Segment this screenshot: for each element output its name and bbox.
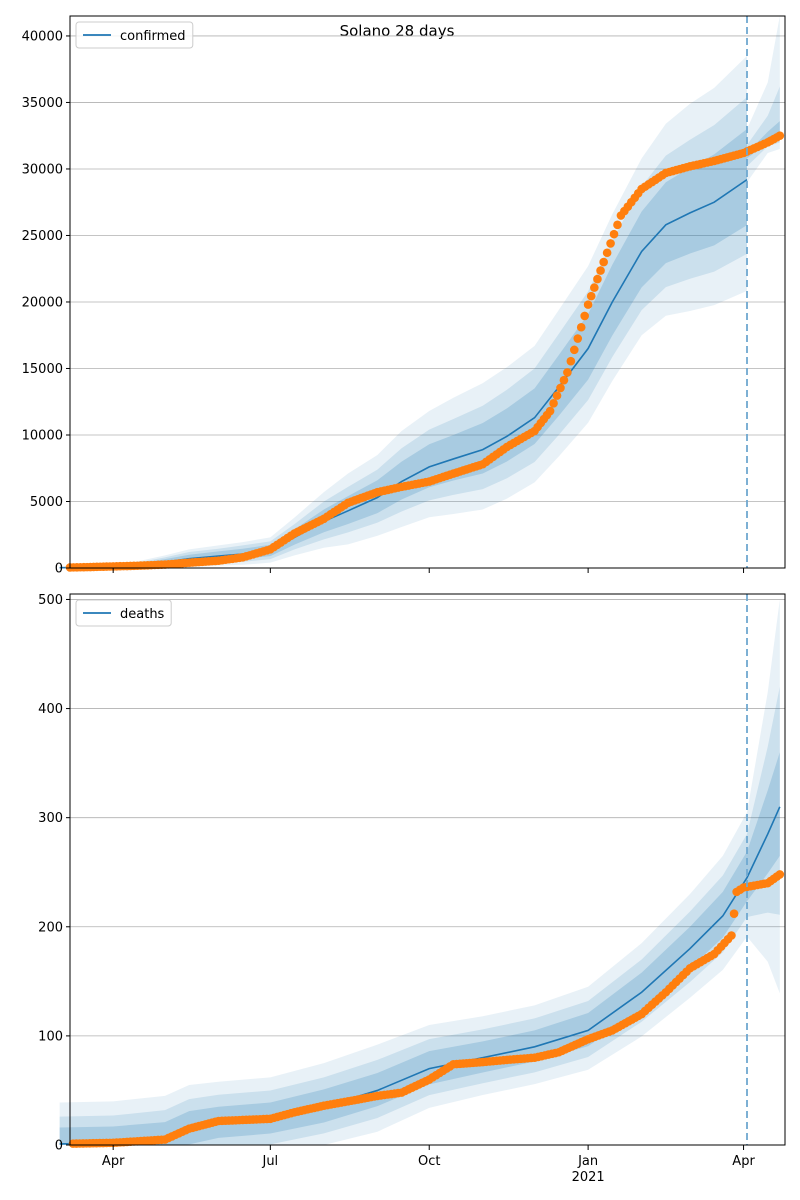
data-point [586, 291, 596, 301]
data-point [599, 257, 608, 267]
data-point [556, 383, 565, 393]
data-point [727, 931, 736, 940]
data-point [593, 274, 602, 284]
data-point [549, 399, 558, 408]
y-tick-label: 300 [38, 811, 63, 826]
y-tick-label: 15000 [22, 362, 63, 377]
uncertainty-band [59, 55, 748, 568]
data-point [559, 375, 569, 385]
y-tick-label: 35000 [22, 96, 63, 111]
y-tick-label: 5000 [30, 495, 63, 510]
x-tick-label: Apr [102, 1154, 125, 1169]
data-point [602, 248, 612, 258]
data-point [563, 368, 572, 377]
y-tick-label: 25000 [22, 229, 63, 244]
uncertainty-band [59, 97, 748, 568]
data-point [566, 356, 576, 366]
legend-box [75, 599, 172, 627]
data-point [775, 870, 785, 879]
uncertainty-band [59, 686, 780, 1145]
data-point [613, 220, 622, 230]
data-point [573, 334, 583, 343]
y-tick-label: 500 [38, 593, 63, 608]
legend: confirmed [75, 21, 194, 49]
data-point [596, 266, 605, 275]
y-tick-label: 0 [55, 1139, 63, 1154]
uncertainty-band [59, 599, 780, 1145]
confirmed-panel: 0 5000 10000 15000 20000 25000 30000 35000 40000… [22, 15, 786, 577]
y-tick-label: 400 [38, 702, 63, 717]
axes-frame [69, 15, 786, 569]
data-point [729, 909, 739, 918]
y-tick-label: 30000 [22, 162, 63, 177]
uncertainty-band [59, 752, 780, 1145]
y-tick-label: 10000 [22, 428, 63, 443]
data-point [606, 239, 615, 248]
legend-box [75, 21, 194, 49]
legend: deaths [75, 599, 172, 627]
data-point [545, 406, 555, 416]
x-tick-label: Oct [418, 1154, 440, 1169]
data-point [590, 283, 599, 292]
chart-title: Solano 28 days [340, 22, 455, 40]
data-point [569, 345, 579, 355]
y-tick-label: 0 [55, 562, 63, 577]
y-tick-label: 100 [38, 1029, 63, 1044]
x-tick-label: Apr [732, 1154, 755, 1169]
x-tick-label: Jul [261, 1154, 278, 1169]
data-point [775, 131, 785, 141]
legend-label: confirmed [120, 29, 186, 44]
x-tick-sublabel: 2021 [572, 1170, 605, 1185]
data-point [583, 300, 593, 309]
y-tick-label: 200 [38, 920, 63, 935]
y-tick-label: 20000 [22, 295, 63, 310]
data-point [576, 322, 586, 332]
data-point [580, 311, 589, 321]
data-point [609, 229, 619, 239]
axes-frame [69, 593, 786, 1146]
data-point [552, 391, 562, 400]
x-tick-label: Jan [577, 1154, 598, 1169]
legend-label: deaths [120, 607, 165, 622]
y-tick-label: 40000 [22, 29, 63, 44]
